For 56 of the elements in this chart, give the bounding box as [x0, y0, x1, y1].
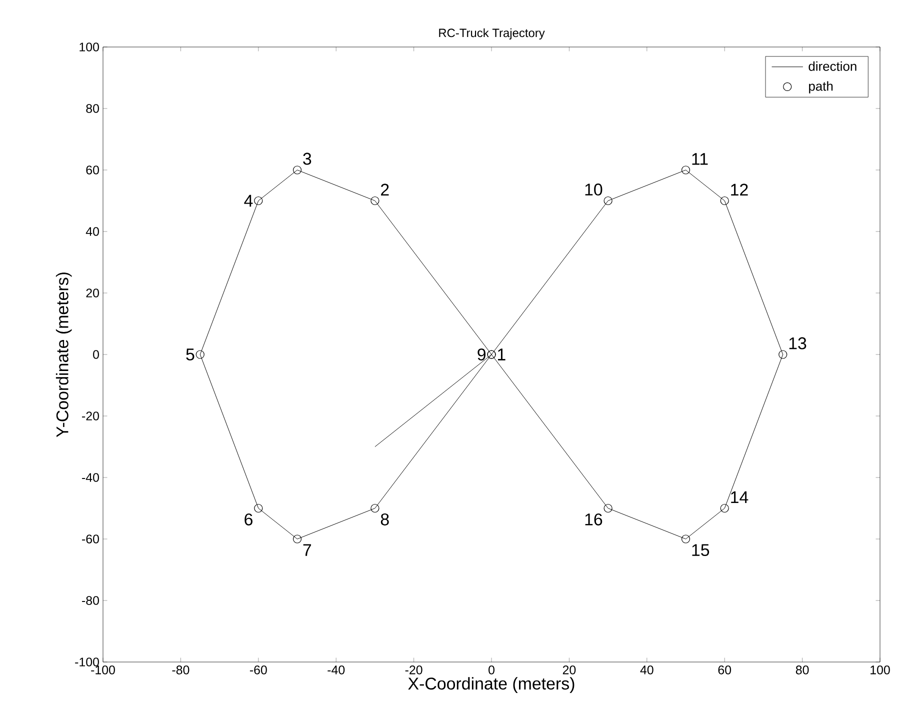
annotation: 15	[692, 544, 710, 556]
y-tick-label: 0	[93, 350, 99, 359]
x-tick-label: -40	[328, 666, 345, 674]
y-tick-label: -100	[75, 658, 99, 666]
point	[196, 350, 204, 359]
annotation: 11	[692, 153, 708, 165]
point	[292, 166, 302, 174]
x-tick-label: 20	[562, 666, 576, 674]
annotation: 2	[381, 184, 389, 196]
point	[254, 196, 263, 206]
y-tick-label: 100	[80, 42, 99, 52]
x-tick-label: -80	[172, 666, 190, 674]
y-tick-label: -40	[82, 473, 99, 482]
x-tick-label: 60	[718, 666, 732, 674]
y-tick-label: 20	[86, 288, 99, 298]
point	[720, 196, 729, 206]
point	[292, 534, 302, 544]
chart-title: RC-Truck Trajectory	[439, 28, 545, 40]
point	[254, 504, 263, 513]
annotation: 7	[303, 544, 312, 556]
annotation: 4	[244, 194, 253, 207]
legend-label: path	[809, 81, 833, 94]
point	[720, 504, 729, 513]
annotation: 9	[478, 348, 486, 360]
annotation: 10	[585, 184, 602, 196]
x-axis-title: X-Coordinate (meters)	[408, 677, 574, 693]
point	[604, 196, 612, 206]
point	[681, 166, 690, 174]
x-tick-label: 80	[796, 666, 809, 674]
y-axis-title: Y-Coordinate (meters)	[56, 272, 72, 438]
y-tick-label: -60	[82, 534, 99, 544]
legend-label: direction	[808, 61, 856, 71]
annotation: 6	[244, 513, 252, 526]
annotation: 12	[731, 184, 748, 196]
annotation: 3	[303, 152, 312, 165]
x-tick-label: 0	[488, 666, 494, 674]
y-tick-label: -80	[82, 596, 99, 605]
annotation: 14	[731, 491, 748, 504]
annotation: 8	[380, 513, 389, 526]
annotation: 5	[186, 348, 194, 360]
y-tick-label: 60	[86, 166, 99, 174]
x-tick-label: -60	[250, 666, 267, 674]
y-tick-label: 40	[86, 227, 99, 236]
point	[604, 504, 612, 513]
x-tick-label: 100	[870, 666, 890, 674]
annotation: 13	[789, 337, 806, 350]
annotation: 16	[585, 513, 602, 526]
point	[681, 534, 690, 544]
point	[370, 196, 380, 206]
point	[778, 350, 788, 359]
y-tick-label: -20	[82, 412, 99, 420]
x-tick-label: -20	[405, 666, 422, 674]
x-tick-label: 40	[640, 666, 654, 674]
y-tick-label: 80	[86, 104, 99, 113]
annotation: 1	[498, 348, 506, 360]
point	[370, 504, 380, 513]
